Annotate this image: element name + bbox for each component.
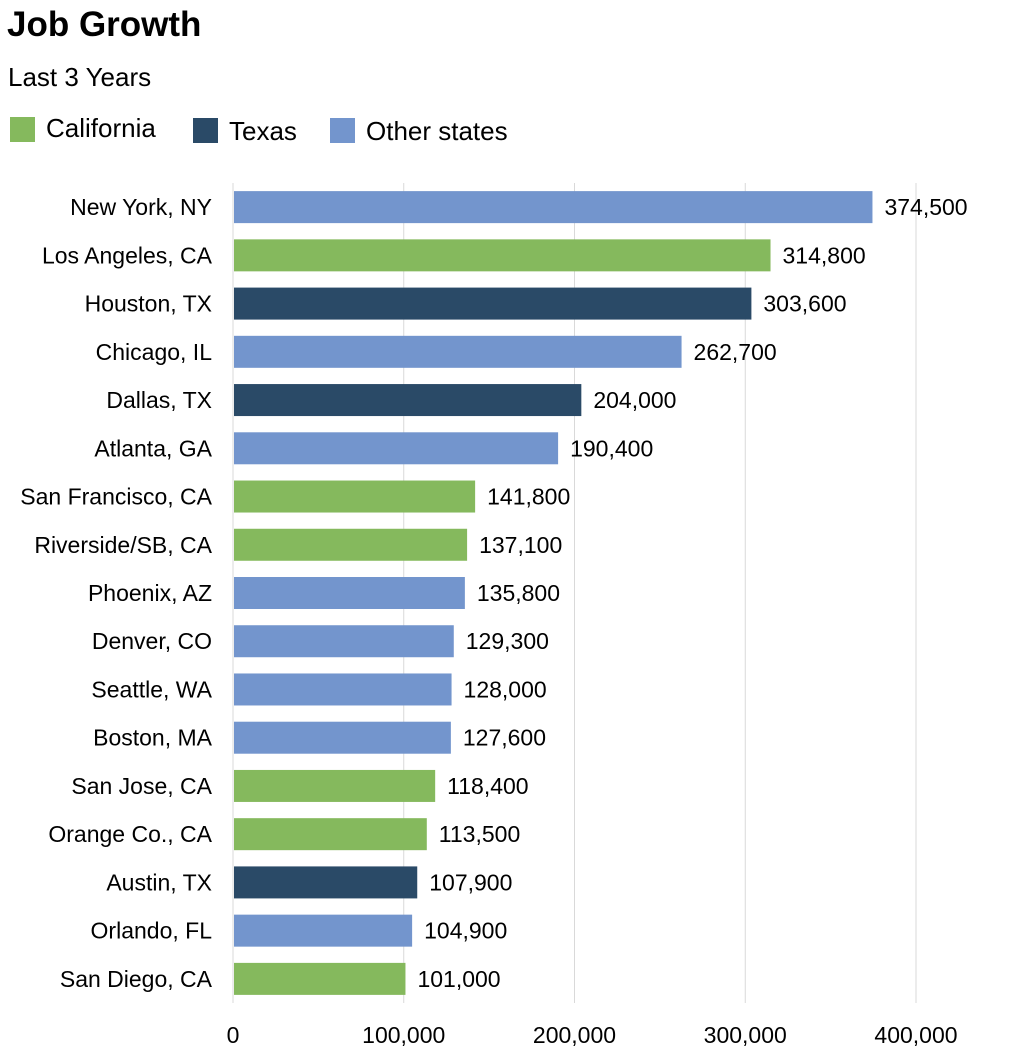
bar <box>234 384 582 417</box>
category-label: Chicago, IL <box>96 339 213 365</box>
value-label: 118,400 <box>447 773 528 799</box>
value-label: 129,300 <box>466 628 549 654</box>
category-label: Dallas, TX <box>106 387 212 413</box>
value-label: 137,100 <box>479 532 562 558</box>
legend-label-california: California <box>46 113 156 143</box>
bar <box>234 239 771 272</box>
bar <box>234 287 752 320</box>
category-label: Denver, CO <box>92 628 212 654</box>
x-tick-label: 100,000 <box>362 1022 445 1048</box>
value-label: 262,700 <box>694 339 777 365</box>
value-label: 104,900 <box>424 918 507 944</box>
value-label: 314,800 <box>783 242 866 268</box>
value-label: 127,600 <box>463 725 546 751</box>
value-label: 303,600 <box>763 291 846 317</box>
category-label: Riverside/SB, CA <box>34 532 212 558</box>
category-label: Boston, MA <box>93 725 213 751</box>
value-label: 190,400 <box>570 435 653 461</box>
chart-subtitle: Last 3 Years <box>8 62 152 92</box>
category-label: New York, NY <box>70 194 212 220</box>
bar <box>234 673 452 706</box>
value-label: 135,800 <box>477 580 560 606</box>
chart-title: Job Growth <box>7 5 202 44</box>
category-label: Austin, TX <box>106 869 212 895</box>
category-label: San Diego, CA <box>60 966 213 992</box>
value-label: 113,500 <box>439 821 520 847</box>
legend-label-other-states: Other states <box>366 116 508 146</box>
bar <box>234 191 873 224</box>
x-tick-label: 0 <box>227 1022 240 1048</box>
value-label: 101,000 <box>417 966 500 992</box>
legend-swatch-other-states <box>330 118 355 143</box>
bar <box>234 625 454 658</box>
x-tick-label: 200,000 <box>533 1022 616 1048</box>
category-label: Orlando, FL <box>91 918 213 944</box>
value-label: 374,500 <box>884 194 967 220</box>
bar <box>234 914 413 947</box>
bar <box>234 480 476 513</box>
bar <box>234 432 559 465</box>
value-label: 204,000 <box>593 387 676 413</box>
category-label: San Jose, CA <box>71 773 212 799</box>
legend-swatch-california <box>10 117 35 142</box>
bar <box>234 528 468 561</box>
bar <box>234 866 418 899</box>
bar <box>234 577 465 609</box>
category-label: Atlanta, GA <box>94 435 212 461</box>
x-tick-label: 400,000 <box>874 1022 957 1048</box>
category-label: Houston, TX <box>85 291 212 317</box>
category-label: Seattle, WA <box>91 676 212 702</box>
category-label: Orange Co., CA <box>48 821 212 847</box>
value-label: 141,800 <box>487 484 570 510</box>
x-tick-label: 300,000 <box>704 1022 787 1048</box>
legend-label-texas: Texas <box>229 116 297 146</box>
bar <box>234 818 427 851</box>
category-label: Los Angeles, CA <box>42 242 213 268</box>
value-label: 128,000 <box>464 676 547 702</box>
bar <box>234 335 682 368</box>
value-label: 107,900 <box>429 869 512 895</box>
bar <box>234 721 451 754</box>
legend-swatch-texas <box>193 118 218 143</box>
category-label: Phoenix, AZ <box>88 580 212 606</box>
bar <box>234 962 406 995</box>
bar <box>234 769 436 802</box>
category-label: San Francisco, CA <box>20 484 212 510</box>
